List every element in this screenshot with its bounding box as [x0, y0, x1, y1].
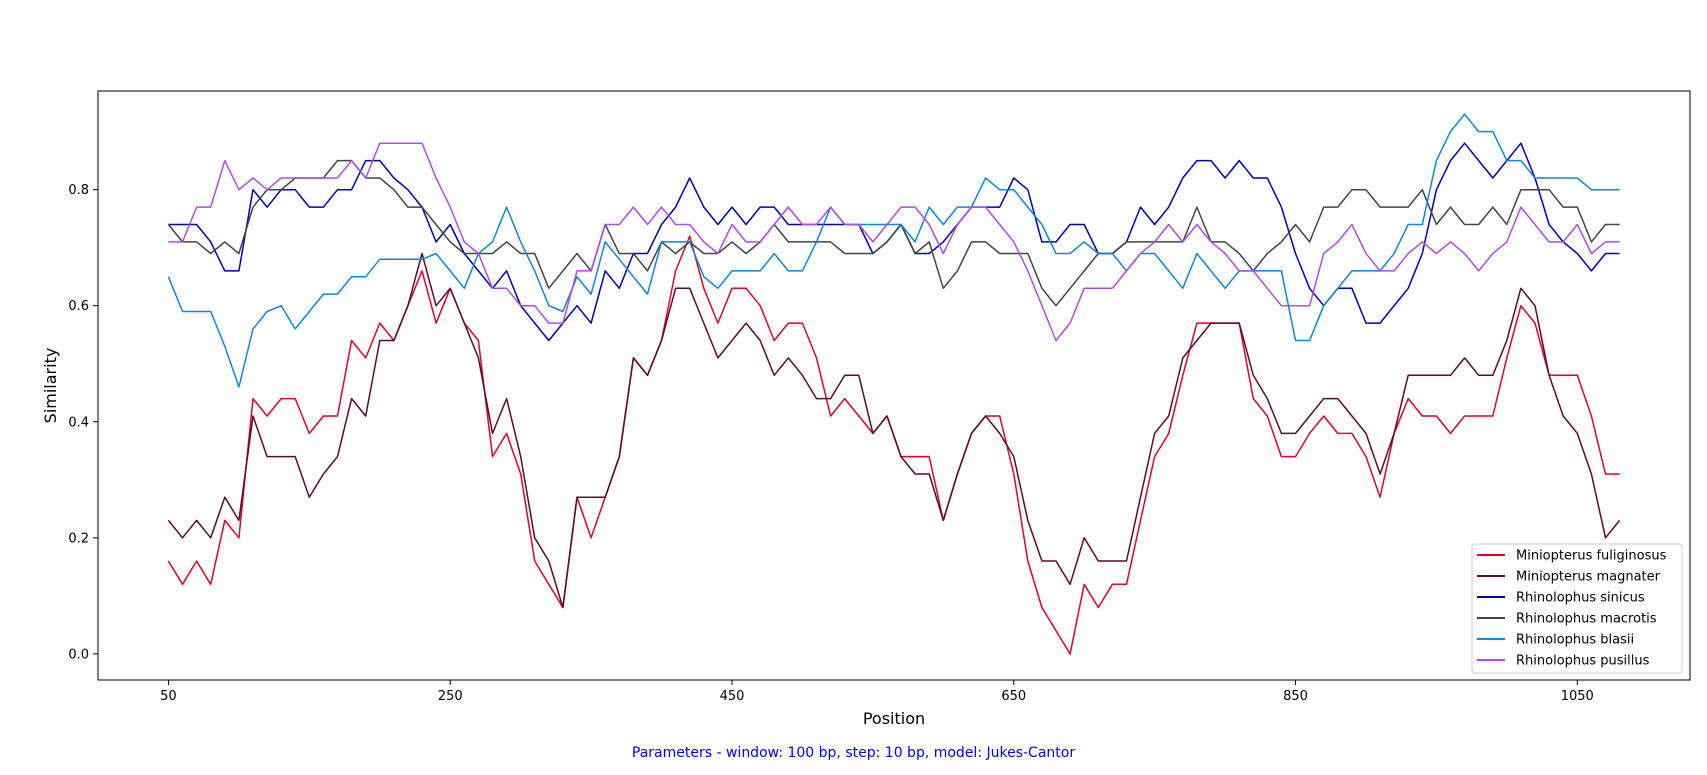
axis-ticks: 50 250 450 650 850 1050 0.0 0.2 0.4 0.6 0.8 — [68, 183, 1594, 704]
x-tick-label: 250 — [438, 689, 463, 704]
legend-box — [1471, 543, 1683, 674]
y-tick-label: 0.4 — [68, 415, 89, 430]
x-tick-label: 850 — [1283, 689, 1308, 704]
legend-label-miniopterus-magnater: Miniopterus magnater — [1516, 570, 1661, 585]
series-layer — [167, 113, 1621, 655]
y-tick-label: 0.8 — [68, 183, 89, 198]
y-tick-label: 0.2 — [68, 531, 89, 546]
series-line-rhinolophus-sinicus — [168, 142, 1620, 342]
y-axis-title: Similarity — [41, 348, 60, 424]
legend-label-rhinolophus-blasii: Rhinolophus blasii — [1516, 633, 1634, 648]
parameters-caption: Parameters - window: 100 bp, step: 10 bp… — [631, 745, 1076, 761]
legend-label-rhinolophus-macrotis: Rhinolophus macrotis — [1516, 612, 1657, 627]
series-line-rhinolophus-pusillus — [168, 142, 1620, 342]
plot-frame — [97, 90, 1691, 681]
y-tick-label: 0.6 — [68, 299, 89, 314]
legend-label-miniopterus-fuliginosus: Miniopterus fuliginosus — [1516, 549, 1667, 564]
x-axis-title: Position — [863, 709, 925, 728]
legend-label-rhinolophus-pusillus: Rhinolophus pusillus — [1516, 654, 1650, 669]
legend: Miniopterus fuliginosus Miniopterus magna… — [1471, 543, 1683, 674]
x-tick-label: 650 — [1001, 689, 1026, 704]
x-tick-label: 450 — [720, 689, 745, 704]
series-line-rhinolophus-macrotis — [167, 159, 1620, 307]
x-tick-label: 50 — [160, 689, 177, 704]
y-tick-label: 0.0 — [68, 647, 89, 662]
series-line-miniopterus-fuliginosus — [167, 235, 1620, 655]
legend-label-rhinolophus-sinicus: Rhinolophus sinicus — [1516, 591, 1645, 606]
x-tick-label: 1050 — [1561, 689, 1594, 704]
series-line-rhinolophus-blasii — [167, 113, 1620, 388]
series-line-miniopterus-magnater — [167, 252, 1621, 609]
